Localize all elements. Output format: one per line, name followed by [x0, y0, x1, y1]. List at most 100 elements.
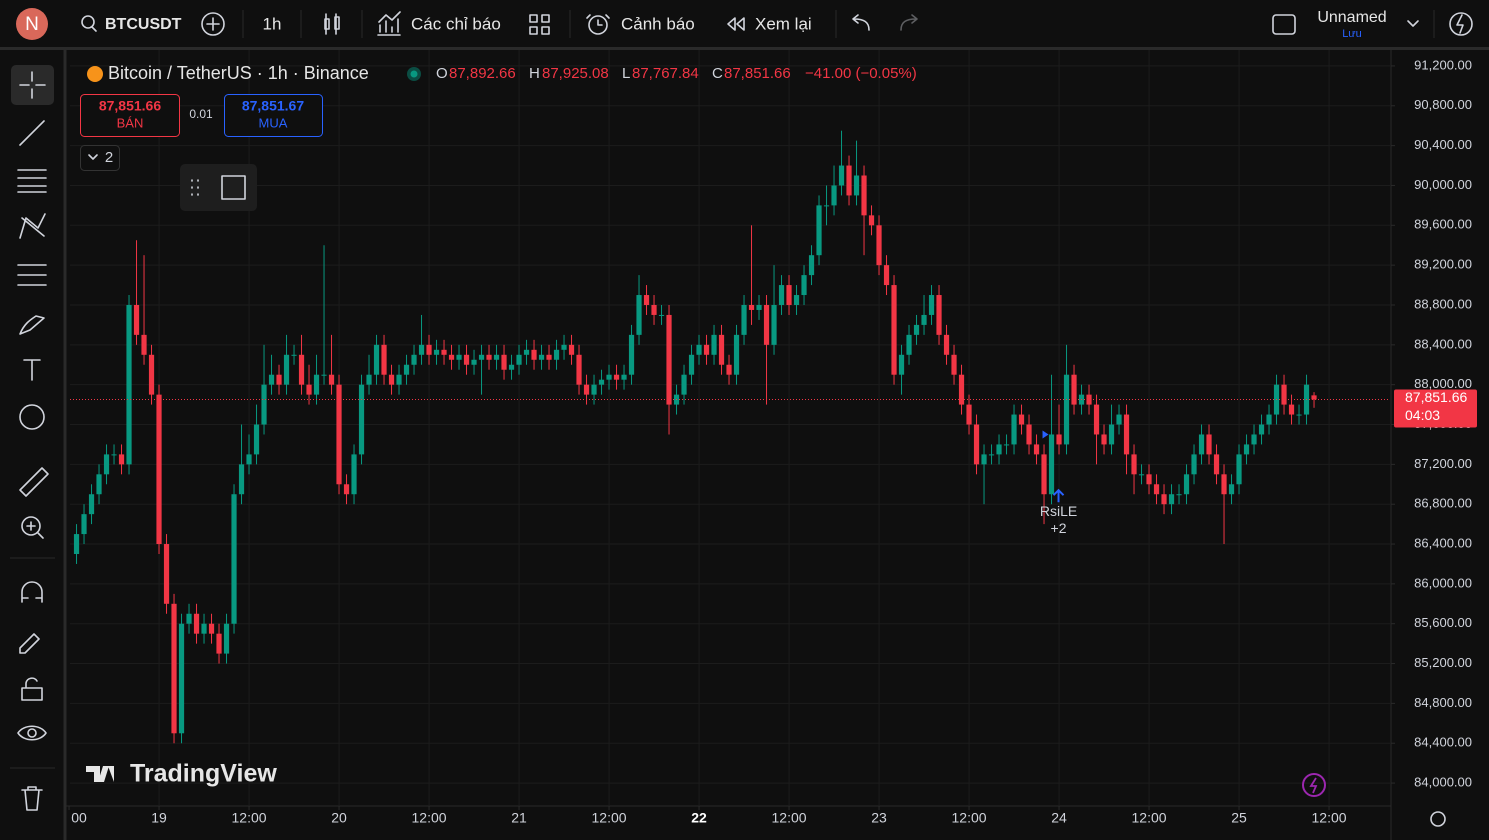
fib-tool[interactable] [17, 169, 47, 193]
candle-body [651, 304, 657, 315]
tool-active[interactable] [11, 65, 54, 105]
candle-body [478, 354, 485, 360]
delete-tool[interactable] [21, 786, 43, 811]
redo[interactable] [900, 14, 918, 31]
measure-tool[interactable] [19, 467, 49, 497]
quick-search[interactable] [1449, 12, 1473, 36]
candle-body [306, 384, 312, 395]
candle-body [996, 444, 1002, 455]
candle-body [126, 304, 132, 465]
alerts-button[interactable]: Cảnh báo [621, 14, 695, 33]
candle-body [951, 354, 957, 375]
candle-body [178, 623, 185, 734]
add-symbol[interactable] [201, 12, 225, 36]
candle-body [748, 304, 755, 310]
candle-body [1266, 414, 1272, 425]
candle-body [1086, 394, 1092, 405]
layout-checkbox[interactable] [1272, 14, 1296, 35]
lock-tool[interactable] [21, 677, 43, 701]
symbol[interactable]: BTCUSDT [105, 16, 182, 33]
candle-body [396, 374, 402, 385]
trendline-tool[interactable] [19, 120, 45, 146]
forecast-tool[interactable] [17, 264, 47, 286]
sell-button[interactable] [80, 94, 180, 137]
zoom-tool[interactable] [21, 516, 41, 536]
candle-body [883, 265, 890, 286]
select-tool[interactable] [221, 175, 246, 200]
x-tick-label: 12:00 [592, 810, 627, 826]
candle-body [291, 354, 297, 356]
candle-body [786, 285, 792, 305]
y-tick-label: 86,000.00 [1414, 575, 1472, 590]
magnet-tool[interactable] [21, 581, 43, 603]
candle-body [1108, 424, 1115, 445]
watermark-logo [86, 766, 114, 782]
candle-body [1048, 434, 1055, 495]
candle-body [1221, 474, 1227, 495]
candle-body [763, 304, 770, 345]
x-tick-label: 12:00 [1132, 810, 1167, 826]
quantity[interactable]: 0.01 [189, 107, 213, 121]
candle-body [171, 603, 177, 734]
icon-tool[interactable] [19, 404, 45, 430]
candle-body [501, 354, 507, 370]
zoom-icon [26, 521, 44, 539]
y-tick-label: 85,600.00 [1414, 615, 1472, 630]
replay-button[interactable]: Xem lại [755, 14, 812, 33]
legend-title: Bitcoin / TetherUS · 1h · Binance [108, 63, 369, 83]
interval[interactable]: 1h [263, 14, 282, 33]
signal-count: +2 [1051, 520, 1067, 536]
candle-body [1176, 494, 1182, 496]
layout-name[interactable]: Unnamed [1317, 9, 1386, 26]
candle-body [801, 275, 807, 296]
candle-body [913, 324, 920, 335]
avatar[interactable] [16, 8, 48, 40]
candle-body [163, 544, 170, 604]
x-tick-label: 20 [331, 810, 347, 826]
x-tick-label: 22 [691, 810, 707, 826]
chart-type-icon[interactable] [324, 13, 340, 35]
y-tick-label: 88,400.00 [1414, 336, 1472, 351]
candle-body [943, 334, 950, 355]
x-tick-label: 24 [1051, 810, 1067, 826]
candle-body [493, 354, 500, 360]
visibility-tool[interactable] [17, 725, 47, 741]
candle-body [816, 205, 822, 256]
indicators-toggle[interactable] [80, 145, 120, 171]
last-price-box [1394, 389, 1477, 428]
pattern-tool[interactable] [19, 213, 46, 239]
buy-price: 87,851.67 [242, 98, 304, 114]
candle-body [418, 344, 425, 355]
x-tick-label: 12:00 [412, 810, 447, 826]
drag-handle[interactable] [191, 179, 199, 196]
settings-button[interactable] [1430, 811, 1446, 827]
legend-open-label: O [436, 65, 448, 82]
crosshair-tool[interactable] [19, 71, 46, 99]
candle-body [658, 314, 665, 316]
toggle-arrow [88, 154, 98, 160]
x-tick-label: 19 [151, 810, 167, 826]
btc-logo [87, 66, 103, 82]
text-tool[interactable] [23, 359, 41, 381]
replay-icon [727, 17, 745, 31]
candle-body [1026, 424, 1032, 445]
indicators-button[interactable]: Các chỉ báo [411, 14, 501, 33]
candle-body [223, 623, 230, 654]
candle-body [756, 304, 762, 310]
buy-button[interactable] [224, 94, 323, 137]
candle-body [621, 374, 627, 380]
layout-menu[interactable] [1407, 20, 1419, 27]
candle-body [366, 374, 372, 385]
candle-body [823, 205, 830, 207]
y-tick-label: 91,200.00 [1414, 57, 1472, 72]
candle-body [1183, 474, 1190, 495]
lightning-button[interactable] [1302, 773, 1326, 797]
lock-draw-tool[interactable] [19, 633, 40, 654]
candle-body [1206, 434, 1212, 455]
candle-body [1311, 395, 1317, 400]
y-tick-label: 88,800.00 [1414, 296, 1472, 311]
undo[interactable] [852, 14, 870, 31]
save-label[interactable]: Lưu [1342, 28, 1362, 40]
brush-tool[interactable] [19, 315, 45, 335]
layouts-icon[interactable] [529, 14, 550, 35]
